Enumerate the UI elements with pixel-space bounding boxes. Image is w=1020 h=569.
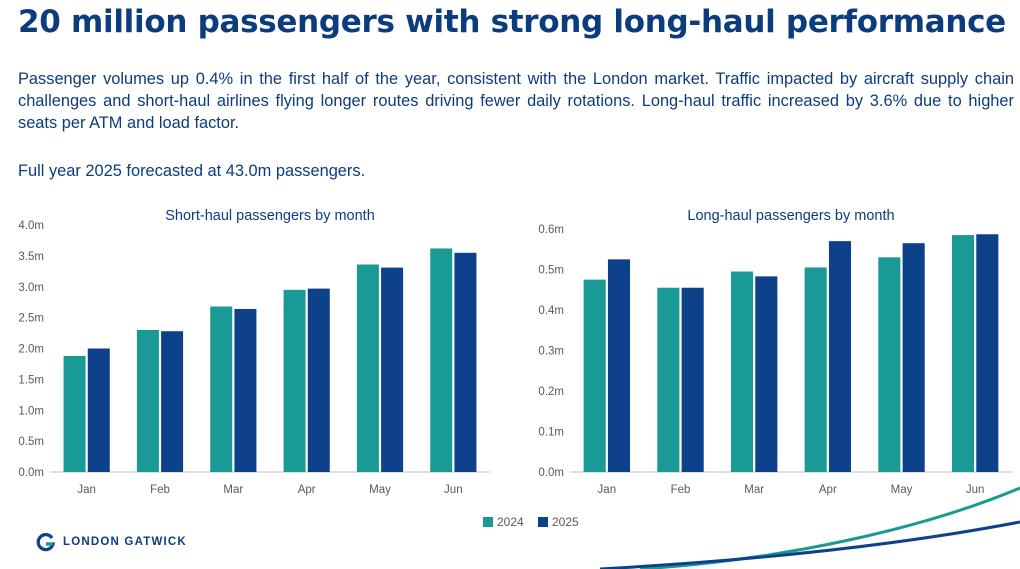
y-tick-label: 0.5m [18,436,44,448]
bar-2025-may [381,267,404,472]
y-tick-label: 1.0m [18,405,44,417]
legend-label-2025: 2025 [552,515,579,529]
x-tick-label: Jun [966,484,985,496]
bar-2025-feb [161,331,184,472]
x-tick-label: May [369,484,391,496]
bar-2025-mar [755,276,778,472]
bar-2024-mar [210,306,233,472]
bar-2024-apr [283,289,306,472]
chart-title: Short-haul passengers by month [165,208,375,224]
x-tick-label: Mar [744,484,764,496]
y-tick-label: 0.4m [538,305,564,317]
y-tick-label: 2.5m [18,313,44,325]
y-tick-label: 2.0m [18,344,44,356]
chart-title: Long-haul passengers by month [687,208,894,224]
x-tick-label: May [891,484,913,496]
y-tick-label: 0.5m [538,265,564,277]
y-tick-label: 0.3m [538,346,564,358]
bar-2024-jun [951,235,975,472]
summary-paragraph: Passenger volumes up 0.4% in the first h… [18,70,1014,132]
swoosh-navy [599,520,1020,569]
bar-2024-jan [583,279,606,472]
bar-2024-may [356,264,379,472]
bar-2024-feb [657,287,680,472]
x-tick-label: Jan [598,484,617,496]
bar-2024-apr [804,267,827,472]
y-tick-label: 4.0m [18,220,44,232]
bar-2024-may [878,257,901,472]
x-tick-label: Jun [444,484,463,496]
gatwick-g-icon [36,533,56,552]
x-tick-label: Apr [819,484,837,496]
y-tick-label: 0.6m [538,224,564,236]
bar-2024-jun [430,248,453,472]
legend-label-2024: 2024 [497,515,524,529]
y-tick-label: 1.5m [18,374,44,386]
bar-2024-jan [63,355,86,472]
bar-2025-jun [976,234,999,472]
x-tick-label: Feb [150,484,170,496]
bar-2025-jan [607,259,631,472]
bar-2025-may [902,243,925,472]
x-tick-label: Mar [223,484,243,496]
bar-2025-mar [234,308,257,472]
legend-swatch-2025 [538,517,548,527]
y-tick-label: 0.2m [538,386,564,398]
y-tick-label: 0.1m [538,427,564,439]
y-tick-label: 0.0m [18,467,44,479]
x-tick-label: Feb [671,484,691,496]
legend-swatch-2024 [483,517,493,527]
bar-2025-jan [87,348,110,472]
bar-2025-apr [828,241,852,472]
page-title: 20 million passengers with strong long-h… [18,4,1006,40]
y-tick-label: 3.5m [18,251,44,263]
swoosh-teal [639,486,1020,569]
bar-2025-jun [454,252,477,472]
y-tick-label: 3.0m [18,282,44,294]
y-tick-label: 0.0m [538,467,564,479]
forecast-text: Full year 2025 forecasted at 43.0m passe… [18,162,366,180]
brand-name: LONDON GATWICK [63,536,187,548]
bar-2025-feb [681,287,704,472]
brand-logo: LONDON GATWICK [36,532,187,552]
bar-2025-apr [307,288,330,472]
x-tick-label: Apr [298,484,316,496]
bar-2024-mar [730,271,754,472]
bar-2024-feb [136,329,159,472]
x-tick-label: Jan [77,484,96,496]
